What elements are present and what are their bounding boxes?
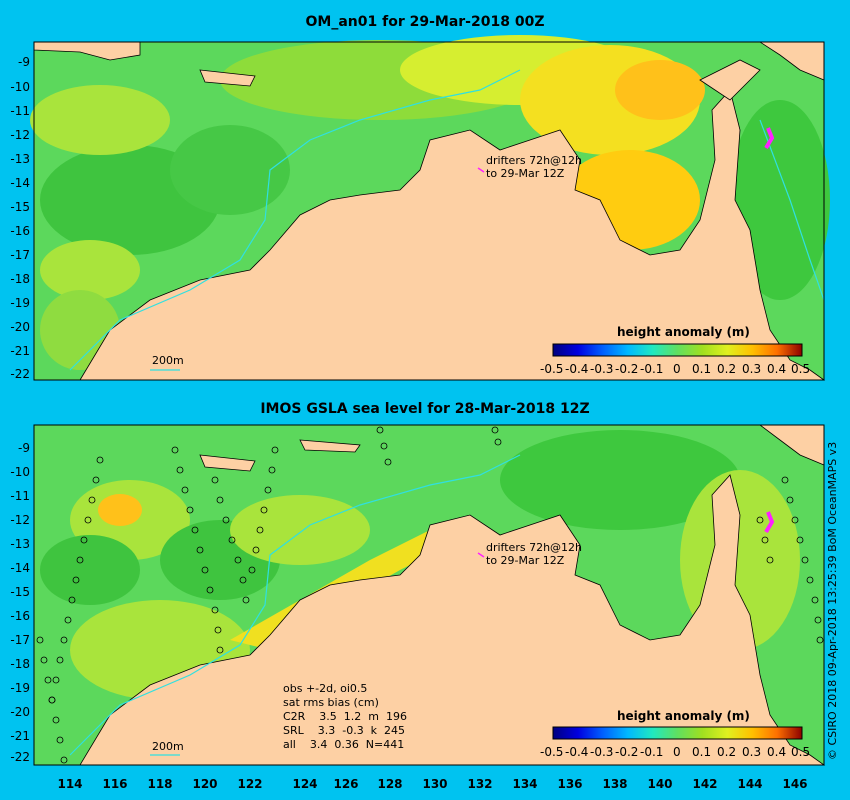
bottom-panel-title: IMOS GSLA sea level for 28-Mar-2018 12Z — [260, 401, 590, 417]
xtick: 124 — [292, 777, 318, 791]
copyright: © CSIRO 2018 09-Apr-2018 13:25:39 BoM Oc… — [826, 410, 846, 760]
top-colorbar-tick: 0.2 — [717, 362, 737, 376]
bottom-ytick: -12 — [10, 513, 30, 527]
xtick: 136 — [557, 777, 583, 791]
bottom-colorbar-tick: -0.2 — [615, 745, 639, 759]
bottom-ytick: -13 — [10, 537, 30, 551]
top-ytick: -11 — [10, 104, 30, 118]
bottom-ytick: -18 — [10, 657, 30, 671]
bottom-colorbar-tick: 0 — [673, 745, 681, 759]
xtick: 118 — [147, 777, 173, 791]
top-ytick: -18 — [10, 272, 30, 286]
top-colorbar-tick: 0 — [673, 362, 681, 376]
bottom-colorbar-tick: -0.4 — [565, 745, 589, 759]
xtick: 122 — [237, 777, 263, 791]
stats-line: obs +-2d, oi0.5 — [283, 682, 368, 695]
bottom-colorbar-tick: -0.1 — [640, 745, 664, 759]
stats-line: sat rms bias (cm) — [283, 696, 379, 709]
bottom-ytick: -21 — [10, 729, 30, 743]
xtick: 116 — [102, 777, 128, 791]
top-ytick: -12 — [10, 128, 30, 142]
top-colorbar-tick: -0.5 — [540, 362, 564, 376]
copyright-text: © CSIRO 2018 09-Apr-2018 13:25:39 BoM Oc… — [826, 441, 839, 760]
bottom-ytick: -15 — [10, 585, 30, 599]
xtick: 132 — [467, 777, 493, 791]
bottom-ytick: -20 — [10, 705, 30, 719]
drifter-line1: drifters 72h@12h — [486, 154, 583, 167]
top-drifter-label: drifters 72h@12h to 29-Mar 12Z — [486, 154, 582, 180]
xtick: 130 — [422, 777, 448, 791]
top-ytick: -14 — [10, 176, 30, 190]
top-colorbar-tick: 0.3 — [742, 362, 762, 376]
bottom-drifter-label: drifters 72h@12h to 29-Mar 12Z — [486, 541, 582, 567]
bottom-colorbar-tick: 0.3 — [742, 745, 762, 759]
top-land-australia — [79, 89, 826, 381]
stats-line: SRL 3.3 -0.3 k 245 — [283, 724, 406, 737]
bottom-colorbar-tick: -0.5 — [540, 745, 564, 759]
bottom-ytick: -14 — [10, 561, 30, 575]
xtick: 134 — [512, 777, 538, 791]
xtick: 114 — [57, 777, 83, 791]
top-panel-title: OM_an01 for 29-Mar-2018 00Z — [305, 14, 545, 30]
bottom-colorbar-tick: 0.4 — [767, 745, 787, 759]
drifter-line2: to 29-Mar 12Z — [486, 554, 565, 567]
bottom-land-australia — [79, 474, 826, 766]
xtick: 140 — [647, 777, 673, 791]
bottom-ytick: -17 — [10, 633, 30, 647]
satellite-tracks — [36, 426, 824, 764]
top-colorbar-tick: -0.2 — [615, 362, 639, 376]
drifter-line1: drifters 72h@12h — [486, 541, 583, 554]
drifter-line2: to 29-Mar 12Z — [486, 167, 565, 180]
top-ytick: -10 — [10, 80, 30, 94]
bottom-ytick: -11 — [10, 489, 30, 503]
bottom-ytick: -9 — [18, 441, 30, 455]
bottom-colorbar-tick: -0.3 — [590, 745, 614, 759]
bottom-colorbar-tick: 0.5 — [791, 745, 811, 759]
top-ytick: -13 — [10, 152, 30, 166]
top-colorbar-title: height anomaly (m) — [617, 325, 750, 339]
top-ytick: -17 — [10, 248, 30, 262]
bottom-map — [33, 424, 826, 766]
top-ytick: -15 — [10, 200, 30, 214]
top-colorbar-tick: 0.5 — [791, 362, 811, 376]
top-ytick: -19 — [10, 296, 30, 310]
bottom-colorbar — [552, 726, 803, 740]
bottom-colorbar-title: height anomaly (m) — [617, 709, 750, 723]
top-ytick: -9 — [18, 55, 30, 69]
bottom-ytick: -16 — [10, 609, 30, 623]
top-colorbar-tick: 0.4 — [767, 362, 787, 376]
xtick: 128 — [377, 777, 403, 791]
xtick: 146 — [782, 777, 808, 791]
top-colorbar-tick: -0.1 — [640, 362, 664, 376]
top-colorbar — [552, 343, 803, 357]
xtick: 126 — [333, 777, 359, 791]
stats-box: obs +-2d, oi0.5 sat rms bias (cm) C2R 3.5 … — [283, 682, 407, 752]
bottom-ytick: -10 — [10, 465, 30, 479]
stats-line: all 3.4 0.36 N=441 — [283, 738, 405, 751]
top-isobath-label: 200m — [152, 354, 184, 367]
top-colorbar-tick: 0.1 — [692, 362, 712, 376]
stats-line: C2R 3.5 1.2 m 196 — [283, 710, 407, 723]
xtick: 142 — [692, 777, 718, 791]
top-ytick: -16 — [10, 224, 30, 238]
top-ytick: -20 — [10, 320, 30, 334]
xtick: 138 — [602, 777, 628, 791]
top-colorbar-tick: -0.3 — [590, 362, 614, 376]
bottom-ytick: -22 — [10, 750, 30, 764]
bottom-colorbar-tick: 0.2 — [717, 745, 737, 759]
top-colorbar-tick: -0.4 — [565, 362, 589, 376]
top-map — [30, 35, 830, 381]
xtick: 120 — [192, 777, 218, 791]
top-ytick: -22 — [10, 367, 30, 381]
bottom-isobath-label: 200m — [152, 740, 184, 753]
bottom-ytick: -19 — [10, 681, 30, 695]
xtick: 144 — [737, 777, 763, 791]
top-ytick: -21 — [10, 344, 30, 358]
bottom-colorbar-tick: 0.1 — [692, 745, 712, 759]
